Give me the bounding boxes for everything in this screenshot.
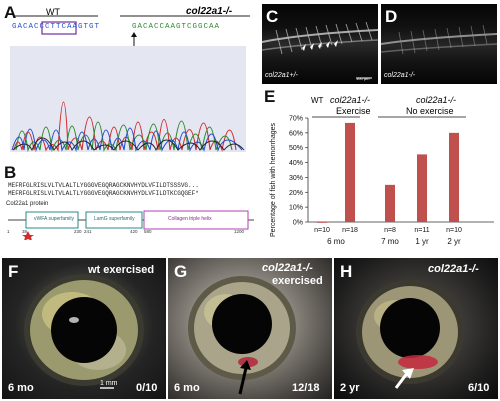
pos-38: 38 <box>22 229 28 234</box>
bar-n-label: n=18 <box>342 227 358 234</box>
collagen-domain <box>143 210 249 230</box>
vessel-pattern-d <box>381 24 497 55</box>
panel-c-scale: 100 µm <box>356 76 370 81</box>
protein-seq-mutant: MEFRFGLRISLVLTVLALTLYGGGVEGQRAGCKNVHYDLV… <box>8 190 199 197</box>
eye-image-f <box>24 274 144 389</box>
trace-green <box>15 120 233 153</box>
y-tick-label: 20% <box>289 190 303 197</box>
panel-d-letter: D <box>385 7 398 26</box>
panel-g-title-genotype: col22a1-/- <box>262 262 313 274</box>
pos-1: 1 <box>7 229 10 234</box>
age-label: 6 mo <box>327 237 345 246</box>
lamg-domain <box>85 211 143 229</box>
group1-wt-label: WT <box>311 96 324 105</box>
group1-mutant-label: col22a1-/- <box>330 95 371 105</box>
mutant-sequence: GACACCAAGTCGGCAA <box>132 23 221 31</box>
y-tick-label: 70% <box>289 116 303 123</box>
photo-panel-g <box>168 258 332 399</box>
mutant-label: col22a1-/- <box>186 6 233 17</box>
protein-seq-wt: MEFRFGLRISLVLTVLALTLYGGGVEGQRAGCKNVHYDLV… <box>8 182 199 189</box>
panel-a-letter: A <box>4 3 17 22</box>
panel-d-genotype: col22a1-/- <box>384 72 416 79</box>
bar <box>317 222 327 223</box>
pos-1200: 1200 <box>234 229 245 234</box>
panel-h-count: 6/10 <box>468 382 490 394</box>
panel-b-letter: B <box>4 163 17 182</box>
bar-n-label: n=10 <box>314 227 330 234</box>
bar-n-label: n=10 <box>446 227 462 234</box>
y-tick-label: 10% <box>289 205 303 212</box>
panel-g-letter: G <box>174 262 188 281</box>
panel-f-title: wt exercised <box>88 264 155 276</box>
pos-241: 241 <box>84 229 92 234</box>
y-tick-label: 60% <box>289 130 303 137</box>
bar-n-label: n=8 <box>384 227 396 234</box>
panel-e-letter: E <box>264 87 276 106</box>
age-label: 1 yr <box>415 237 429 246</box>
panel-c-letter: C <box>266 7 279 26</box>
bar <box>345 122 355 222</box>
bar <box>385 184 395 222</box>
panel-h-age: 2 yr <box>340 382 360 394</box>
panel-h-letter: H <box>340 262 353 281</box>
y-tick-label: 30% <box>289 175 303 182</box>
vwfa-label: vWFA superfamily <box>34 216 75 222</box>
wt-label: WT <box>46 7 60 17</box>
panel-g-title-condition: exercised <box>272 275 323 287</box>
wt-sequence: GACACCCTTCAAGTGT <box>12 23 101 31</box>
age-label: 2 yr <box>447 237 461 246</box>
panel-h-title: col22a1-/- <box>428 263 479 275</box>
bar <box>449 132 459 222</box>
vwfa-domain <box>25 211 79 229</box>
y-tick-label: 0% <box>293 220 303 227</box>
panel-f-letter: F <box>8 262 19 281</box>
protein-domain-diagram <box>8 210 254 240</box>
pos-420: 420 <box>130 229 138 234</box>
boxed-codon-frame <box>41 21 77 35</box>
pos-230: 230 <box>74 229 82 234</box>
trace-black <box>12 137 245 152</box>
vessel-pattern-c <box>262 21 378 79</box>
panel-f-count: 0/10 <box>136 382 158 394</box>
panel-f-scale: 1 mm <box>100 380 118 387</box>
eye-image-g <box>188 276 296 395</box>
eye-image-h <box>356 280 464 389</box>
protein-label: Col22a1 protein <box>6 201 49 207</box>
photo-panel-c <box>262 4 378 84</box>
y-tick-label: 50% <box>289 145 303 152</box>
bar-n-label: n=11 <box>414 227 429 234</box>
collagen-label: Collagen triple helix <box>168 216 212 222</box>
photo-panel-f <box>2 258 166 399</box>
panel-f-age: 6 mo <box>8 382 34 394</box>
lamg-label: LamG superfamily <box>94 216 135 222</box>
photo-panel-d <box>381 4 497 84</box>
trace-red <box>13 101 237 153</box>
group2-mutant-label: col22a1-/- <box>416 95 457 105</box>
y-axis-label: Percentage of fish with hemorrhages <box>270 123 277 238</box>
chromatogram <box>10 15 250 153</box>
panel-g-count: 12/18 <box>292 382 320 394</box>
photo-panel-h <box>334 258 498 399</box>
age-label: 7 mo <box>381 237 399 246</box>
hemorrhage-bar-chart: 0% 10% 20% 30% 40% 50% 60% 70% n=10 n=18 n=8 n=11 n=… <box>270 116 494 246</box>
bar <box>417 154 427 222</box>
mutation-star <box>22 231 34 240</box>
y-tick-label: 40% <box>289 160 303 167</box>
group1-title: Exercise <box>336 106 371 116</box>
panel-c-genotype: col22a1+/- <box>265 72 298 79</box>
panel-g-age: 6 mo <box>174 382 200 394</box>
pos-580: 580 <box>144 229 152 234</box>
group2-title: No exercise <box>406 106 454 116</box>
trace-blue <box>11 127 243 153</box>
